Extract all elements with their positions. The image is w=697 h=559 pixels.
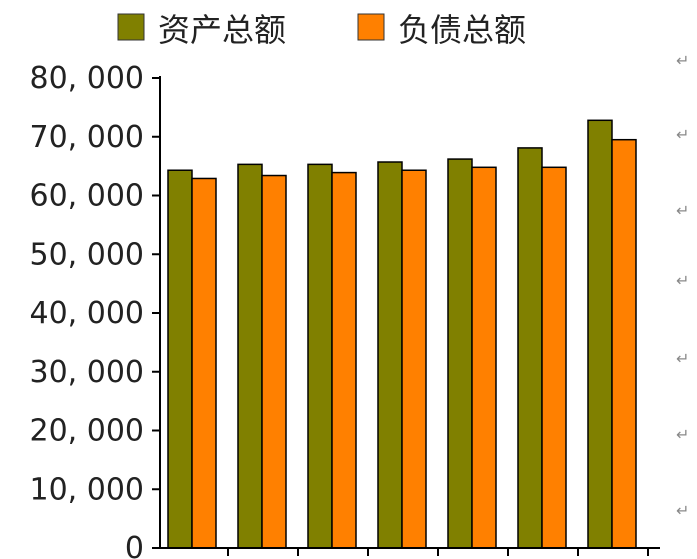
y-tick-label: 30, 000 bbox=[29, 355, 144, 390]
bar-liabilities bbox=[611, 138, 637, 549]
paragraph-mark: ↵ bbox=[676, 51, 689, 70]
bar-assets bbox=[377, 161, 403, 549]
bar-assets bbox=[167, 169, 193, 549]
y-tick-label: 0 bbox=[125, 531, 144, 559]
y-tick-label: 60, 000 bbox=[29, 179, 144, 214]
y-tick-label: 80, 000 bbox=[29, 61, 144, 96]
legend-label-assets: 资产总额 bbox=[158, 11, 286, 49]
bar-assets bbox=[587, 119, 613, 549]
bar-assets bbox=[237, 163, 263, 549]
paragraph-mark: ↵ bbox=[676, 425, 689, 444]
bars bbox=[167, 119, 637, 549]
paragraph-mark: ↵ bbox=[676, 125, 689, 144]
y-tick-label: 50, 000 bbox=[29, 237, 144, 272]
bar-assets bbox=[517, 147, 543, 549]
paragraph-marks: ↵ ↵ ↵ ↵ ↵ ↵ ↵ bbox=[676, 51, 689, 520]
y-axis-ticks: 0 10, 000 20, 000 30, 000 40, 000 50, 000 60, … bbox=[29, 61, 160, 559]
paragraph-mark: ↵ bbox=[676, 271, 689, 290]
paragraph-mark: ↵ bbox=[676, 201, 689, 220]
legend-swatch-assets bbox=[117, 13, 145, 41]
paragraph-mark: ↵ bbox=[676, 349, 689, 368]
axes bbox=[159, 76, 660, 556]
y-tick-label: 40, 000 bbox=[29, 296, 144, 331]
legend-label-liabilities: 负债总额 bbox=[398, 11, 526, 49]
bar-assets bbox=[447, 158, 473, 549]
y-tick-label: 10, 000 bbox=[29, 472, 144, 507]
bar-liabilities bbox=[261, 174, 287, 549]
legend-swatch-liabilities bbox=[357, 13, 385, 41]
bar-liabilities bbox=[331, 171, 357, 549]
bar-liabilities bbox=[191, 177, 217, 549]
y-tick-label: 70, 000 bbox=[29, 120, 144, 155]
bar-liabilities bbox=[471, 166, 497, 549]
bar-assets bbox=[307, 163, 333, 549]
paragraph-mark: ↵ bbox=[676, 501, 689, 520]
bar-liabilities bbox=[401, 169, 427, 549]
y-tick-label: 20, 000 bbox=[29, 414, 144, 449]
legend: 资产总额 负债总额 bbox=[117, 11, 526, 49]
bar-liabilities bbox=[541, 166, 567, 549]
